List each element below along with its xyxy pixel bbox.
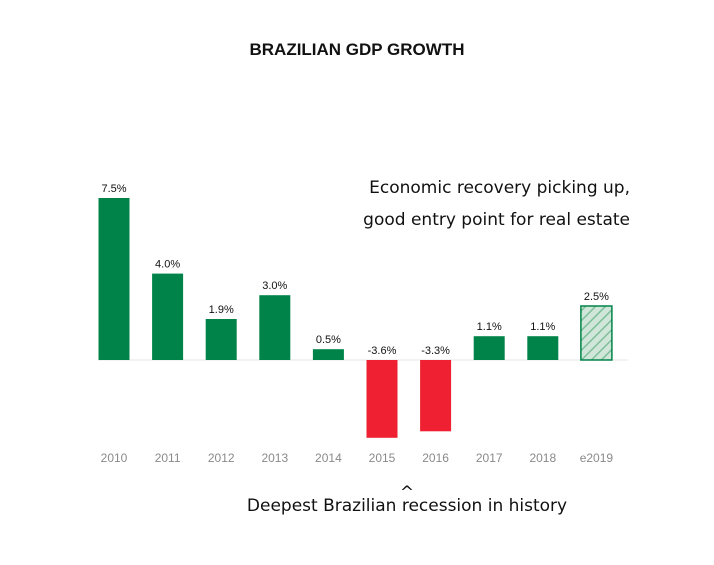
- bar-2013: [259, 295, 291, 360]
- bar-2012: [205, 319, 237, 360]
- value-label-2016: -3.3%: [421, 345, 450, 357]
- bars-group: [98, 198, 613, 438]
- bar-2017: [473, 336, 505, 360]
- chart-title: BRAZILIAN GDP GROWTH: [249, 40, 464, 59]
- x-tick-2018: 2018: [529, 451, 556, 465]
- value-label-2010: 7.5%: [101, 183, 126, 195]
- bar-e2019: [580, 305, 613, 361]
- x-tick-2016: 2016: [422, 451, 449, 465]
- x-tick-2013: 2013: [261, 451, 288, 465]
- value-label-e2019: 2.5%: [584, 291, 609, 303]
- x-tick-2014: 2014: [315, 451, 342, 465]
- recovery-annotation-line1: Economic recovery picking up,: [369, 178, 630, 198]
- x-tick-e2019: e2019: [580, 451, 614, 465]
- x-tick-2010: 2010: [101, 451, 128, 465]
- value-label-2013: 3.0%: [262, 280, 287, 292]
- value-label-2018: 1.1%: [530, 321, 555, 333]
- recession-annotation: Deepest Brazilian recession in history: [247, 496, 567, 516]
- value-label-2015: -3.6%: [368, 345, 397, 357]
- value-label-2011: 4.0%: [155, 259, 180, 271]
- bar-2010: [98, 198, 130, 360]
- value-label-2017: 1.1%: [477, 321, 502, 333]
- value-label-2014: 0.5%: [316, 334, 341, 346]
- bar-2016: [420, 360, 452, 432]
- bar-2014: [312, 349, 344, 360]
- bar-2015: [366, 360, 398, 438]
- bar-2018: [527, 336, 559, 360]
- bar-2011: [152, 273, 184, 360]
- x-tick-2015: 2015: [369, 451, 396, 465]
- value-labels-group: 7.5% 4.0% 1.9% 3.0% 0.5% -3.6% -3.3% 1.1% 1.1% 2.…: [101, 183, 609, 357]
- value-label-2012: 1.9%: [209, 304, 234, 316]
- x-tick-labels-group: 2010 2011 2012 2013 2014 2015 2016 2017 2018 e201…: [101, 451, 614, 465]
- recession-caret: ^: [400, 483, 414, 503]
- x-tick-2017: 2017: [476, 451, 503, 465]
- x-tick-2012: 2012: [208, 451, 235, 465]
- recovery-annotation-line2: good entry point for real estate: [363, 210, 630, 230]
- x-tick-2011: 2011: [155, 451, 181, 465]
